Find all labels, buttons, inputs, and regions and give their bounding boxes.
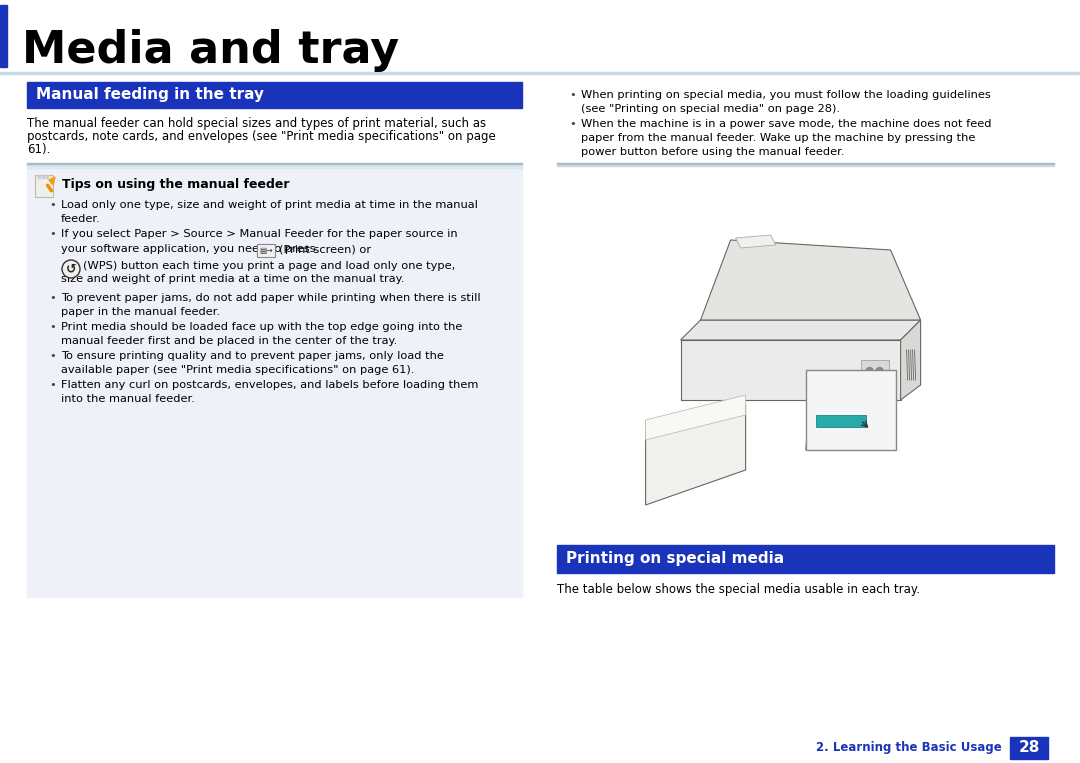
Text: Printing on special media: Printing on special media	[566, 552, 784, 566]
Text: Load only one type, size and weight of print media at time in the manual
feeder.: Load only one type, size and weight of p…	[60, 200, 477, 224]
Bar	[27, 163, 522, 165]
Bar	[557, 165, 1054, 166]
Bar	[557, 163, 1054, 165]
Bar	[1010, 737, 1048, 759]
Text: Flatten any curl on postcards, envelopes, and labels before loading them
into th: Flatten any curl on postcards, envelopes…	[60, 380, 478, 404]
Text: 61).: 61).	[27, 143, 51, 156]
Bar	[27, 82, 522, 108]
Text: •: •	[49, 380, 56, 390]
Text: •: •	[569, 90, 576, 100]
Bar	[557, 545, 1054, 573]
Bar	[27, 165, 522, 166]
Bar	[0, 5, 6, 67]
Text: •: •	[49, 351, 56, 361]
Bar	[257, 244, 275, 257]
Circle shape	[876, 368, 883, 375]
Text: To prevent paper jams, do not add paper while printing when there is still
paper: To prevent paper jams, do not add paper …	[60, 293, 481, 317]
Bar	[38, 175, 40, 178]
Text: postcards, note cards, and envelopes (see "Print media specifications" on page: postcards, note cards, and envelopes (se…	[27, 130, 496, 143]
Text: •: •	[49, 200, 56, 210]
Text: ↺: ↺	[66, 262, 77, 275]
Text: Tips on using the manual feeder: Tips on using the manual feeder	[62, 178, 289, 191]
Bar	[806, 370, 895, 450]
Text: ▤→: ▤→	[259, 246, 273, 255]
Text: your software application, you need to press: your software application, you need to p…	[60, 244, 315, 254]
Bar	[861, 360, 889, 382]
Text: 2. Learning the Basic Usage: 2. Learning the Basic Usage	[816, 742, 1002, 755]
Text: 28: 28	[1018, 741, 1040, 755]
Text: •: •	[49, 322, 56, 332]
Polygon shape	[735, 235, 775, 248]
Bar	[27, 167, 522, 597]
Text: •: •	[49, 293, 56, 303]
Bar	[815, 415, 865, 427]
Bar	[42, 175, 44, 178]
Polygon shape	[901, 320, 920, 400]
Text: If you select Paper > Source > Manual Feeder for the paper source in: If you select Paper > Source > Manual Fe…	[60, 229, 458, 239]
Text: Print media should be loaded face up with the top edge going into the
manual fee: Print media should be loaded face up wit…	[60, 322, 462, 346]
Bar	[0, 72, 1080, 74]
Text: The manual feeder can hold special sizes and types of print material, such as: The manual feeder can hold special sizes…	[27, 117, 486, 130]
Polygon shape	[680, 320, 920, 340]
Polygon shape	[49, 177, 55, 185]
Text: The table below shows the special media usable in each tray.: The table below shows the special media …	[557, 583, 920, 596]
Text: (Print screen) or: (Print screen) or	[279, 244, 372, 254]
Bar	[27, 166, 522, 168]
Polygon shape	[646, 395, 745, 440]
Circle shape	[866, 368, 873, 375]
Bar	[46, 175, 48, 178]
Text: •: •	[49, 229, 56, 239]
Polygon shape	[646, 405, 745, 505]
Text: To ensure printing quality and to prevent paper jams, only load the
available pa: To ensure printing quality and to preven…	[60, 351, 444, 375]
Polygon shape	[701, 240, 920, 320]
Text: When the machine is in a power save mode, the machine does not feed
paper from t: When the machine is in a power save mode…	[581, 119, 991, 157]
Text: Media and tray: Media and tray	[22, 28, 400, 72]
Bar	[35, 175, 53, 197]
Text: When printing on special media, you must follow the loading guidelines
(see "Pri: When printing on special media, you must…	[581, 90, 990, 114]
Polygon shape	[680, 340, 901, 400]
Text: •: •	[569, 119, 576, 129]
Text: size and weight of print media at a time on the manual tray.: size and weight of print media at a time…	[60, 274, 404, 284]
Text: Manual feeding in the tray: Manual feeding in the tray	[36, 88, 264, 102]
Text: (WPS) button each time you print a page and load only one type,: (WPS) button each time you print a page …	[83, 261, 456, 271]
Circle shape	[62, 260, 80, 278]
